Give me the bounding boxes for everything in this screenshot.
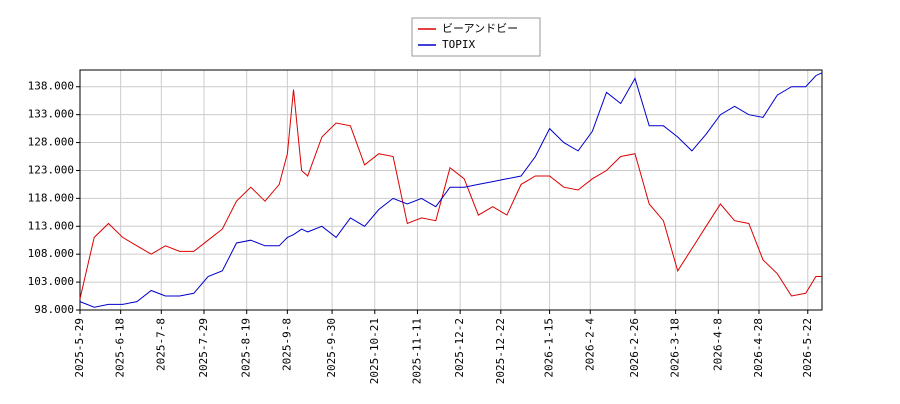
x-tick-label: 2025-10-21 [368,318,381,384]
x-tick-label: 2026-2-4 [583,318,596,371]
x-tick-label: 2025-9-8 [280,318,293,371]
x-tick-label: 2025-8-19 [240,318,253,378]
plot-frame [79,69,823,311]
y-tick-label: 108.000 [28,247,74,260]
x-tick-label: 2025-7-8 [154,318,167,371]
y-tick-label: 123.000 [28,163,74,176]
x-tick-label: 2025-9-30 [325,318,338,378]
series-line [79,72,823,308]
y-tick-label: 103.000 [28,275,74,288]
y-tick-label: 113.000 [28,219,74,232]
x-tick-label: 2025-11-11 [410,318,423,384]
x-tick-label: 2025-12-2 [453,318,466,378]
y-tick-label: 128.000 [28,136,74,149]
x-tick-label: 2026-3-18 [669,318,682,378]
legend-label: ビーアンドビー [442,22,518,35]
x-tick-label: 2025-12-22 [494,318,507,384]
y-tick-label: 118.000 [28,191,74,204]
x-tick-label: 2025-6-18 [114,318,127,378]
x-tick-label: 2026-5-22 [801,318,814,378]
x-tick-label: 2026-1-15 [543,318,556,378]
x-tick-label: 2026-4-8 [711,318,724,371]
y-tick-label: 133.000 [28,108,74,121]
legend: ビーアンドビー TOPIX [411,17,541,57]
legend-label: TOPIX [442,38,475,51]
x-tick-label: 2026-4-28 [752,318,765,378]
series-line [79,89,822,299]
x-tick-label: 2025-7-29 [197,318,210,378]
legend-box [411,17,541,57]
y-tick-label: 98.000 [34,303,74,316]
x-tick-label: 2025-5-29 [73,318,86,378]
y-tick-label: 138.000 [28,80,74,93]
x-tick-label: 2026-2-26 [628,318,641,378]
